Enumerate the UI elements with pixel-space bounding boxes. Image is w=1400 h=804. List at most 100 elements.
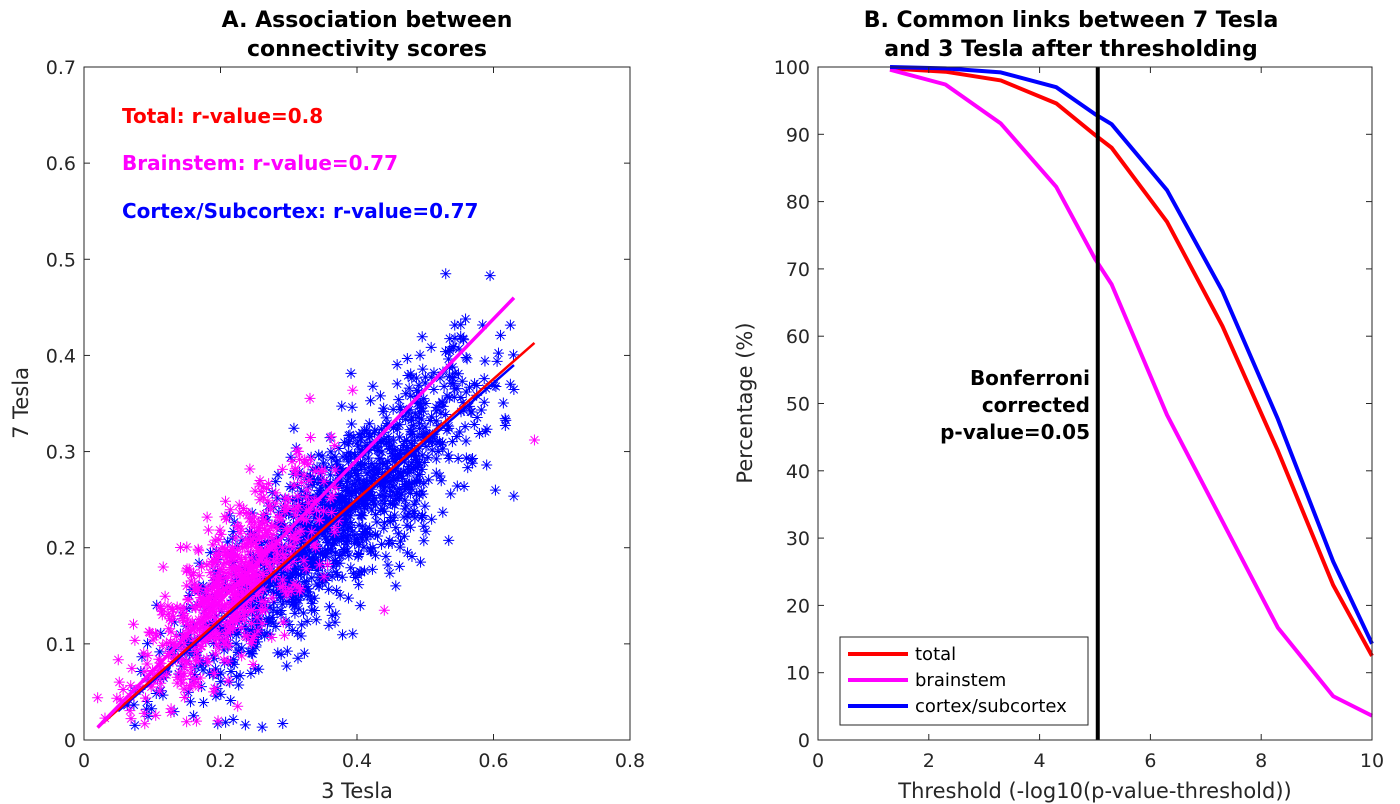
scatter-point-cortex-subcortex — [204, 547, 216, 559]
scatter-point-brainstem — [252, 521, 264, 533]
scatter-point-cortex-subcortex — [394, 403, 406, 415]
scatter-point-cortex-subcortex — [365, 395, 377, 407]
scatter-point-cortex-subcortex — [436, 437, 448, 449]
scatter-point-cortex-subcortex — [309, 592, 321, 604]
scatter-point-cortex-subcortex — [301, 615, 313, 627]
scatter-point-brainstem — [167, 610, 179, 622]
scatter-point-cortex-subcortex — [303, 519, 315, 531]
scatter-point-cortex-subcortex — [404, 424, 416, 436]
scatter-point-cortex-subcortex — [182, 686, 194, 698]
scatter-point-cortex-subcortex — [281, 571, 293, 583]
scatter-point-cortex-subcortex — [313, 542, 325, 554]
scatter-point-cortex-subcortex — [359, 502, 371, 514]
scatter-point-cortex-subcortex — [314, 555, 326, 567]
scatter-point-brainstem — [245, 604, 257, 616]
scatter-point-cortex-subcortex — [420, 398, 432, 410]
scatter-point-brainstem — [157, 640, 169, 652]
scatter-point-cortex-subcortex — [403, 507, 415, 519]
scatter-point-cortex-subcortex — [331, 585, 343, 597]
scatter-point-cortex-subcortex — [372, 530, 384, 542]
scatter-point-cortex-subcortex — [300, 534, 312, 546]
scatter-point-brainstem — [226, 544, 238, 556]
scatter-point-brainstem — [243, 546, 255, 558]
scatter-point-cortex-subcortex — [293, 603, 305, 615]
scatter-point-cortex-subcortex — [225, 695, 237, 707]
scatter-point-cortex-subcortex — [468, 418, 480, 430]
scatter-point-brainstem — [154, 685, 166, 697]
scatter-point-cortex-subcortex — [389, 495, 401, 507]
scatter-point-brainstem — [277, 574, 289, 586]
scatter-point-brainstem — [302, 458, 314, 470]
scatter-point-brainstem — [240, 560, 252, 572]
scatter-point-cortex-subcortex — [311, 461, 323, 473]
scatter-point-cortex-subcortex — [384, 498, 396, 510]
scatter-point-brainstem — [245, 617, 257, 629]
panel-a-ytick-label: 0.7 — [46, 57, 76, 79]
scatter-point-brainstem — [166, 614, 178, 626]
scatter-point-brainstem — [259, 523, 271, 535]
scatter-point-brainstem — [281, 589, 293, 601]
scatter-point-cortex-subcortex — [343, 436, 355, 448]
scatter-point-cortex-subcortex — [265, 576, 277, 588]
scatter-point-cortex-subcortex — [397, 440, 409, 452]
scatter-point-cortex-subcortex — [338, 437, 350, 449]
scatter-point-cortex-subcortex — [184, 696, 196, 708]
scatter-point-cortex-subcortex — [374, 489, 386, 501]
scatter-point-brainstem — [262, 495, 274, 507]
scatter-point-brainstem — [272, 548, 284, 560]
scatter-point-brainstem — [181, 541, 193, 553]
scatter-point-cortex-subcortex — [398, 511, 410, 523]
scatter-point-brainstem — [270, 487, 282, 499]
scatter-point-brainstem — [167, 638, 179, 650]
scatter-point-cortex-subcortex — [183, 590, 195, 602]
scatter-point-brainstem — [266, 632, 278, 644]
scatter-point-cortex-subcortex — [389, 509, 401, 521]
scatter-point-cortex-subcortex — [457, 397, 469, 409]
scatter-point-cortex-subcortex — [355, 509, 367, 521]
scatter-point-cortex-subcortex — [410, 461, 422, 473]
scatter-point-brainstem — [255, 486, 267, 498]
panel-b-ytick-label: 70 — [786, 259, 810, 281]
scatter-point-cortex-subcortex — [418, 478, 430, 490]
scatter-point-brainstem — [238, 502, 250, 514]
scatter-point-cortex-subcortex — [309, 605, 321, 617]
scatter-point-brainstem — [191, 651, 203, 663]
scatter-point-cortex-subcortex — [359, 458, 371, 470]
scatter-point-cortex-subcortex — [391, 419, 403, 431]
scatter-point-brainstem — [248, 578, 260, 590]
scatter-point-cortex-subcortex — [379, 475, 391, 487]
scatter-point-cortex-subcortex — [352, 569, 364, 581]
scatter-point-cortex-subcortex — [405, 457, 417, 469]
scatter-point-brainstem — [142, 649, 154, 661]
scatter-point-brainstem — [165, 637, 177, 649]
legend-label-total: total — [915, 644, 956, 665]
scatter-point-cortex-subcortex — [227, 526, 239, 538]
scatter-point-brainstem — [277, 580, 289, 592]
scatter-point-cortex-subcortex — [320, 548, 332, 560]
scatter-point-cortex-subcortex — [272, 584, 284, 596]
scatter-point-cortex-subcortex — [460, 452, 472, 464]
scatter-point-cortex-subcortex — [446, 436, 458, 448]
scatter-point-brainstem — [303, 497, 315, 509]
scatter-point-cortex-subcortex — [345, 505, 357, 517]
scatter-point-brainstem — [310, 542, 322, 554]
panel-a-title-line1: A. Association between — [222, 8, 513, 33]
scatter-point-brainstem — [229, 591, 241, 603]
scatter-point-brainstem — [260, 556, 272, 568]
panel-b-xtick-label: 8 — [1255, 750, 1267, 772]
scatter-point-cortex-subcortex — [272, 550, 284, 562]
scatter-point-brainstem — [232, 611, 244, 623]
scatter-point-brainstem — [222, 675, 234, 687]
scatter-point-brainstem — [235, 622, 247, 634]
scatter-point-brainstem — [127, 618, 139, 630]
scatter-point-cortex-subcortex — [406, 462, 418, 474]
scatter-point-cortex-subcortex — [400, 388, 412, 400]
scatter-point-brainstem — [113, 676, 125, 688]
scatter-point-cortex-subcortex — [364, 522, 376, 534]
scatter-point-cortex-subcortex — [334, 589, 346, 601]
scatter-point-brainstem — [289, 528, 301, 540]
scatter-point-brainstem — [187, 672, 199, 684]
scatter-point-brainstem — [156, 609, 168, 621]
scatter-point-cortex-subcortex — [388, 481, 400, 493]
scatter-point-brainstem — [305, 432, 317, 444]
